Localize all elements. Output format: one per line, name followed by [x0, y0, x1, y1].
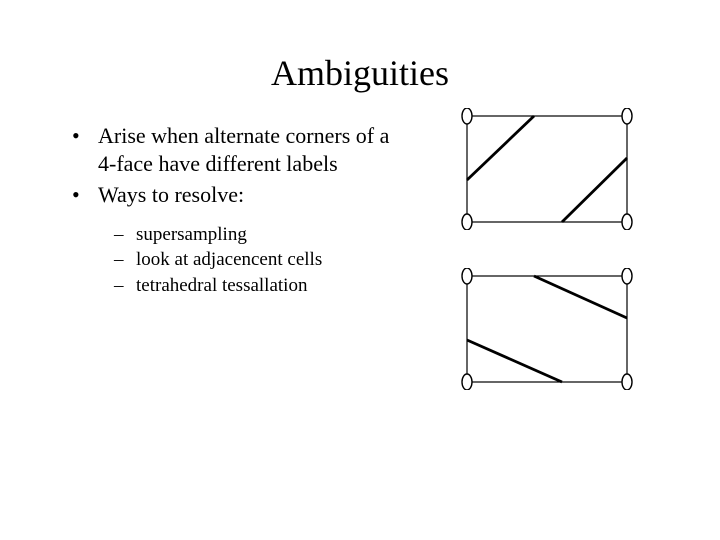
bullet-marker: •	[72, 181, 98, 209]
sub-bullet-marker: –	[114, 223, 136, 247]
sub-bullet-text: look at adjacencent cells	[136, 248, 392, 272]
text-column: • Arise when alternate corners of a 4-fa…	[72, 122, 392, 298]
ambiguity-diagram-bottom	[460, 268, 634, 390]
sub-bullet-marker: –	[114, 248, 136, 272]
sub-bullet-item: – tetrahedral tessallation	[72, 274, 392, 298]
diagram-column	[392, 122, 720, 298]
ambiguity-diagram-top	[460, 108, 634, 230]
content-area: • Arise when alternate corners of a 4-fa…	[0, 122, 720, 298]
bullet-marker: •	[72, 122, 98, 177]
bullet-text: Arise when alternate corners of a 4-face…	[98, 122, 392, 177]
sub-bullet-marker: –	[114, 274, 136, 298]
bullet-item: • Ways to resolve:	[72, 181, 392, 209]
slide-title: Ambiguities	[0, 0, 720, 122]
sub-bullet-text: supersampling	[136, 223, 392, 247]
sub-bullet-item: – look at adjacencent cells	[72, 248, 392, 272]
sub-bullet-text: tetrahedral tessallation	[136, 274, 392, 298]
bullet-text: Ways to resolve:	[98, 181, 392, 209]
sub-bullet-item: – supersampling	[72, 223, 392, 247]
bullet-item: • Arise when alternate corners of a 4-fa…	[72, 122, 392, 177]
